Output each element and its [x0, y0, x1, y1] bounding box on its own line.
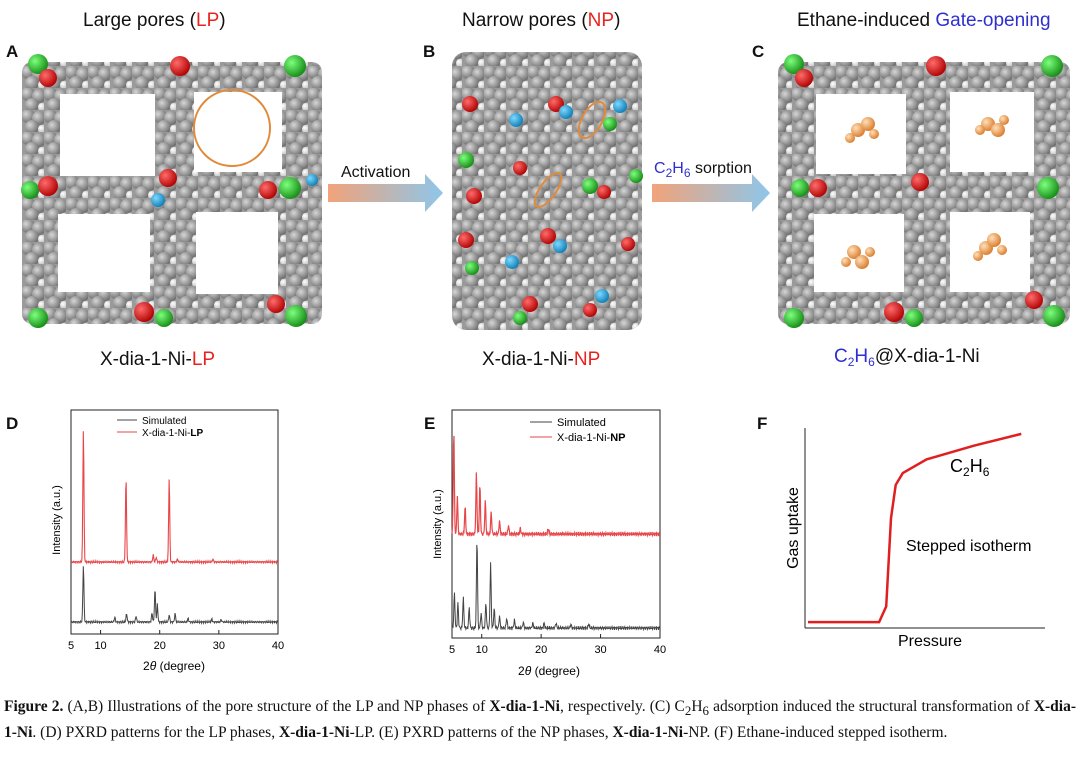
chart-f-series-annotation: C2H6 [950, 456, 990, 479]
ethane-molecule-3 [841, 245, 875, 269]
chart-d-xtick-label: 40 [272, 640, 284, 652]
chart-e-xtick-label: 40 [654, 644, 666, 656]
panel-letter-c: C [752, 42, 765, 61]
chart-e-frame [451, 409, 661, 639]
pxrd-lp-chart: 5 10 20 30 40 Simulated X-dia-1-Ni-LP Intens… [51, 409, 284, 673]
chart-e-legend-2: X-dia-1-Ni-NP [557, 432, 625, 444]
sorption-label: C2H6 sorption [654, 160, 752, 180]
chart-d-frame [70, 409, 279, 635]
ethane-loaded-framework-image [778, 54, 1070, 328]
chart-e-xtick-label: 10 [476, 644, 488, 656]
chart-d-xtick-label: 30 [213, 640, 225, 652]
chart-e-ylabel: Intensity (a.u.) [432, 489, 444, 559]
chart-e-xtick-label: 20 [535, 644, 547, 656]
pxrd-np-chart: 5 10 20 30 40 Simulated X-dia-1-Ni-NP Intens… [432, 409, 666, 678]
panel-letter-f: F [757, 414, 768, 433]
chart-f-isotherm-line [808, 432, 1022, 624]
ethane-molecule-2 [975, 115, 1009, 137]
chart-f-ylabel: Gas uptake [785, 487, 802, 569]
chart-d-xtick-label: 20 [154, 640, 166, 652]
chart-e-legend-1: Simulated [557, 417, 606, 429]
activation-label: Activation [341, 164, 411, 181]
sorption-arrow [652, 174, 770, 212]
panel-b-label: X-dia-1-Ni-NP [482, 349, 601, 370]
chart-e-xtick-label: 5 [449, 644, 455, 656]
panel-b-title: Narrow pores (NP) [462, 10, 621, 31]
chart-f-annotation: Stepped isotherm [906, 538, 1031, 555]
panel-c-title: Ethane-induced Gate-opening [797, 10, 1051, 31]
chart-d-simulated-line [70, 566, 279, 626]
panel-letter-e: E [424, 414, 436, 433]
panel-letter-d: D [6, 414, 19, 433]
chart-d-xtick-label: 5 [68, 640, 74, 652]
panel-c-label: C2H6@X-dia-1-Ni [834, 346, 980, 369]
structure-illustrations [21, 52, 1070, 330]
chart-e-np-line [451, 435, 661, 538]
chart-e-simulated-line [451, 544, 661, 632]
panel-letter-b: B [423, 42, 436, 61]
figure-caption: Figure 2. (A,B) Illustrations of the por… [4, 698, 1077, 742]
lp-framework-image [21, 54, 322, 328]
activation-arrow [328, 174, 443, 212]
chart-e-xtick-label: 30 [594, 644, 606, 656]
ethane-molecule-4 [973, 233, 1007, 261]
charts-svg: 5 10 20 30 40 Simulated X-dia-1-Ni-LP Intens… [51, 409, 1045, 678]
panel-a-title: Large pores (LP) [83, 10, 226, 31]
ethane-molecule-1 [845, 117, 879, 143]
chart-d-xlabel: 2θ (degree) [143, 659, 205, 673]
chart-e-xlabel: 2θ (degree) [518, 664, 580, 678]
chart-d-legend-1: Simulated [142, 416, 186, 427]
chart-f-xlabel: Pressure [898, 633, 962, 650]
stepped-isotherm-chart: C2H6 Stepped isotherm Gas uptake Pressur… [785, 428, 1045, 650]
chart-d-legend-2: X-dia-1-Ni-LP [142, 428, 203, 439]
chart-d-ylabel: Intensity (a.u.) [51, 485, 63, 555]
panel-a-label: X-dia-1-Ni-LP [100, 349, 216, 370]
panel-letter-a: A [6, 42, 19, 61]
np-framework-image [452, 52, 643, 330]
chart-d-xtick-label: 10 [94, 640, 106, 652]
chart-d-lp-line [70, 431, 279, 565]
